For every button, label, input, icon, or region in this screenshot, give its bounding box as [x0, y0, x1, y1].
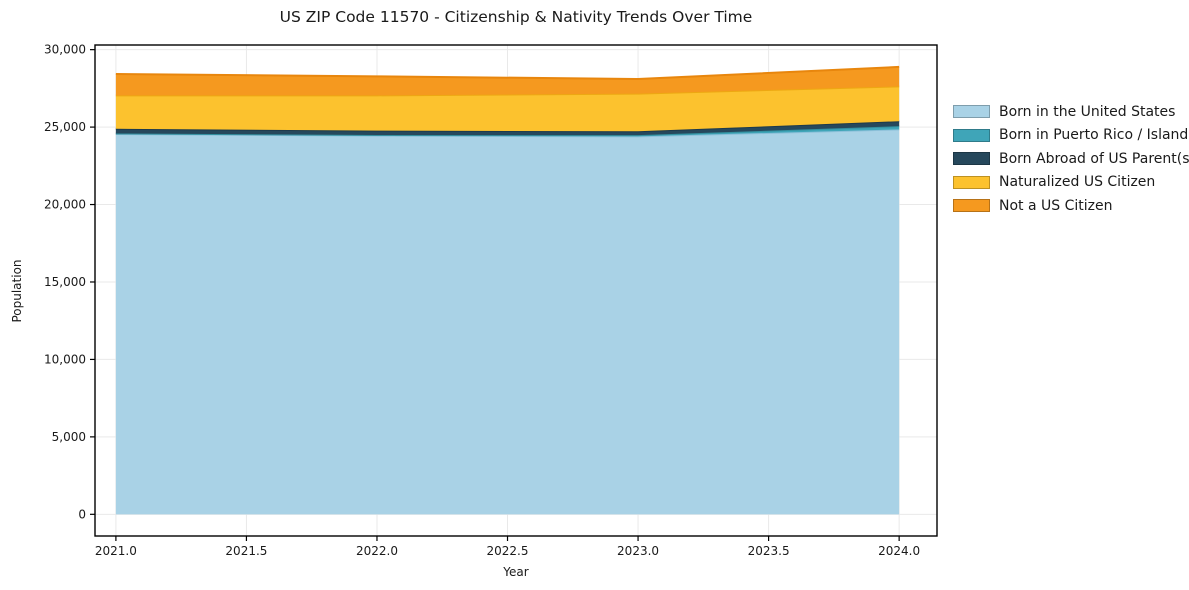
area-born-abroad-of-us-parent-s	[115, 121, 900, 136]
legend-label: Born in Puerto Rico / Islands	[999, 127, 1189, 144]
legend-label: Naturalized US Citizen	[999, 174, 1156, 191]
legend-swatch-icon	[953, 105, 990, 119]
x-tick-label: 2022.0	[356, 544, 398, 558]
area-naturalized-us-citizen	[115, 86, 900, 132]
y-tick-label: 0	[78, 507, 86, 521]
legend-swatch-icon	[953, 152, 990, 166]
y-tick-label: 30,000	[44, 43, 86, 57]
x-axis-label: Year	[503, 565, 529, 579]
legend: Born in the United States Born in Puerto …	[953, 100, 1189, 218]
legend-item-naturalized-us-citizen: Naturalized US Citizen	[953, 171, 1189, 195]
legend-label: Born in the United States	[999, 103, 1176, 120]
y-tick-label: 10,000	[44, 352, 86, 366]
x-tick-label: 2024.0	[878, 544, 920, 558]
area-edge-not-a-us-citizen	[115, 65, 900, 80]
y-tick-label: 5,000	[52, 430, 86, 444]
plot-border	[94, 44, 938, 537]
legend-swatch-icon	[953, 175, 990, 189]
y-tick-label: 20,000	[44, 198, 86, 212]
legend-item-born-in-puerto-rico-islands: Born in Puerto Rico / Islands	[953, 124, 1189, 148]
legend-swatch-icon	[953, 128, 990, 142]
chart-title: US ZIP Code 11570 - Citizenship & Nativi…	[279, 8, 753, 26]
x-tick-label: 2021.5	[225, 544, 267, 558]
legend-swatch-icon	[953, 199, 990, 213]
legend-item-born-in-the-united-states: Born in the United States	[953, 100, 1189, 124]
legend-label: Born Abroad of US Parent(s)	[999, 150, 1189, 167]
legend-item-born-abroad-of-us-parent-s: Born Abroad of US Parent(s)	[953, 147, 1189, 171]
legend-label: Not a US Citizen	[999, 197, 1113, 214]
legend-item-not-a-us-citizen: Not a US Citizen	[953, 194, 1189, 218]
y-tick-label: 15,000	[44, 275, 86, 289]
area-not-a-us-citizen	[115, 66, 900, 96]
y-tick-label: 25,000	[44, 120, 86, 134]
y-axis-label: Population	[10, 259, 24, 323]
x-tick-label: 2023.0	[617, 544, 659, 558]
x-tick-label: 2021.0	[95, 544, 137, 558]
x-tick-label: 2022.5	[487, 544, 529, 558]
area-born-in-the-united-states	[115, 129, 900, 515]
x-tick-label: 2023.5	[748, 544, 790, 558]
